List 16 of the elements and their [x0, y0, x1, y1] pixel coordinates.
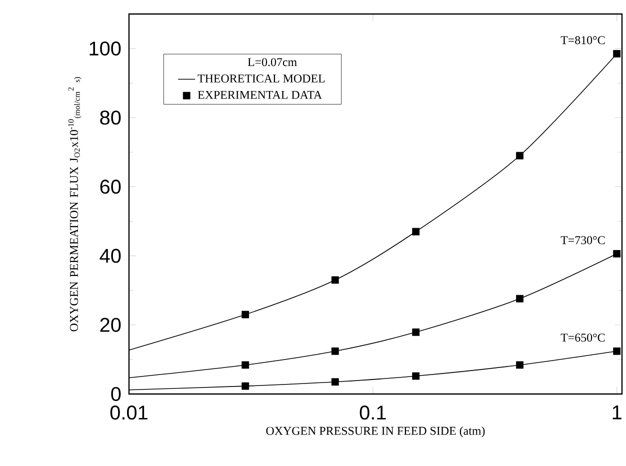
- y-tick-label: 20: [100, 318, 121, 332]
- legend-label: THEORETICAL MODEL: [198, 74, 325, 83]
- legend-title: L=0.07cm: [248, 58, 297, 66]
- x-tick-label: 0.1: [360, 406, 386, 420]
- annotation: T=810°C: [560, 36, 605, 44]
- x-tick-label: 0.01: [110, 406, 148, 420]
- y-tick-label: 40: [100, 248, 121, 263]
- y-tick-label: 80: [100, 110, 121, 125]
- annotation: T=730°C: [560, 236, 605, 244]
- y-tick-label: 0: [111, 386, 121, 402]
- x-axis-title: OXYGEN PRESSURE IN FEED SIDE (atm): [266, 426, 485, 438]
- y-tick-label: 60: [100, 180, 121, 194]
- legend-label: EXPERIMENTAL DATA: [198, 90, 322, 99]
- x-tick-label: 1: [612, 406, 622, 420]
- y-tick-label: 100: [90, 41, 121, 56]
- annotation: T=650°C: [560, 334, 605, 342]
